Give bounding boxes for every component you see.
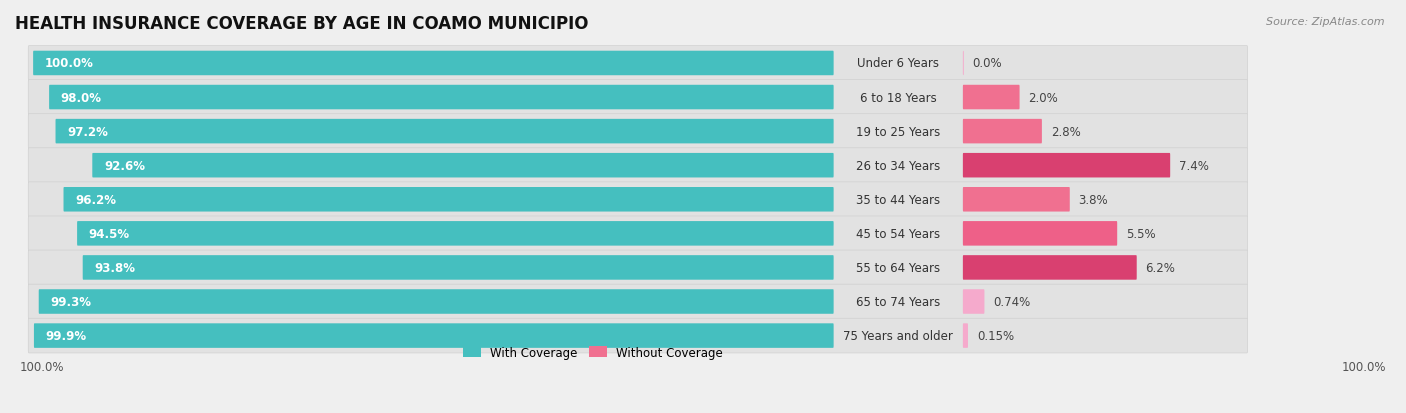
Text: Source: ZipAtlas.com: Source: ZipAtlas.com (1267, 17, 1385, 26)
FancyBboxPatch shape (963, 221, 1118, 246)
Text: 2.8%: 2.8% (1050, 125, 1080, 138)
Text: Under 6 Years: Under 6 Years (858, 57, 939, 70)
FancyBboxPatch shape (83, 256, 834, 280)
Text: 3.8%: 3.8% (1078, 193, 1108, 206)
Text: 6 to 18 Years: 6 to 18 Years (860, 91, 936, 104)
Text: 6.2%: 6.2% (1146, 261, 1175, 274)
Text: 0.74%: 0.74% (993, 295, 1031, 308)
Text: 93.8%: 93.8% (94, 261, 135, 274)
Text: 75 Years and older: 75 Years and older (844, 329, 953, 342)
FancyBboxPatch shape (963, 85, 1019, 110)
FancyBboxPatch shape (963, 188, 1070, 212)
Text: 100.0%: 100.0% (1341, 360, 1386, 373)
FancyBboxPatch shape (28, 318, 1247, 353)
Text: 97.2%: 97.2% (67, 125, 108, 138)
Text: 19 to 25 Years: 19 to 25 Years (856, 125, 941, 138)
Text: 96.2%: 96.2% (75, 193, 117, 206)
FancyBboxPatch shape (63, 188, 834, 212)
Text: 65 to 74 Years: 65 to 74 Years (856, 295, 941, 308)
FancyBboxPatch shape (28, 148, 1247, 183)
Text: 35 to 44 Years: 35 to 44 Years (856, 193, 941, 206)
FancyBboxPatch shape (28, 285, 1247, 319)
FancyBboxPatch shape (34, 52, 834, 76)
Text: 92.6%: 92.6% (104, 159, 145, 172)
Text: 26 to 34 Years: 26 to 34 Years (856, 159, 941, 172)
Text: 7.4%: 7.4% (1180, 159, 1209, 172)
FancyBboxPatch shape (93, 154, 834, 178)
FancyBboxPatch shape (28, 216, 1247, 251)
Text: 0.15%: 0.15% (977, 329, 1014, 342)
FancyBboxPatch shape (963, 323, 967, 348)
Text: 99.9%: 99.9% (45, 329, 87, 342)
Text: HEALTH INSURANCE COVERAGE BY AGE IN COAMO MUNICIPIO: HEALTH INSURANCE COVERAGE BY AGE IN COAM… (15, 15, 589, 33)
FancyBboxPatch shape (963, 256, 1136, 280)
FancyBboxPatch shape (963, 290, 984, 314)
FancyBboxPatch shape (28, 183, 1247, 217)
FancyBboxPatch shape (39, 290, 834, 314)
FancyBboxPatch shape (28, 250, 1247, 285)
Text: 100.0%: 100.0% (20, 360, 65, 373)
Text: 5.5%: 5.5% (1126, 227, 1156, 240)
FancyBboxPatch shape (28, 81, 1247, 115)
FancyBboxPatch shape (49, 85, 834, 110)
FancyBboxPatch shape (77, 221, 834, 246)
Text: 0.0%: 0.0% (973, 57, 1002, 70)
FancyBboxPatch shape (34, 323, 834, 348)
Legend: With Coverage, Without Coverage: With Coverage, Without Coverage (458, 341, 728, 363)
Text: 98.0%: 98.0% (60, 91, 101, 104)
Text: 99.3%: 99.3% (51, 295, 91, 308)
Text: 45 to 54 Years: 45 to 54 Years (856, 227, 941, 240)
Text: 2.0%: 2.0% (1028, 91, 1059, 104)
FancyBboxPatch shape (963, 119, 1042, 144)
FancyBboxPatch shape (963, 154, 1170, 178)
FancyBboxPatch shape (55, 119, 834, 144)
Text: 100.0%: 100.0% (45, 57, 94, 70)
Text: 55 to 64 Years: 55 to 64 Years (856, 261, 941, 274)
FancyBboxPatch shape (28, 47, 1247, 81)
Text: 94.5%: 94.5% (89, 227, 129, 240)
FancyBboxPatch shape (28, 114, 1247, 149)
